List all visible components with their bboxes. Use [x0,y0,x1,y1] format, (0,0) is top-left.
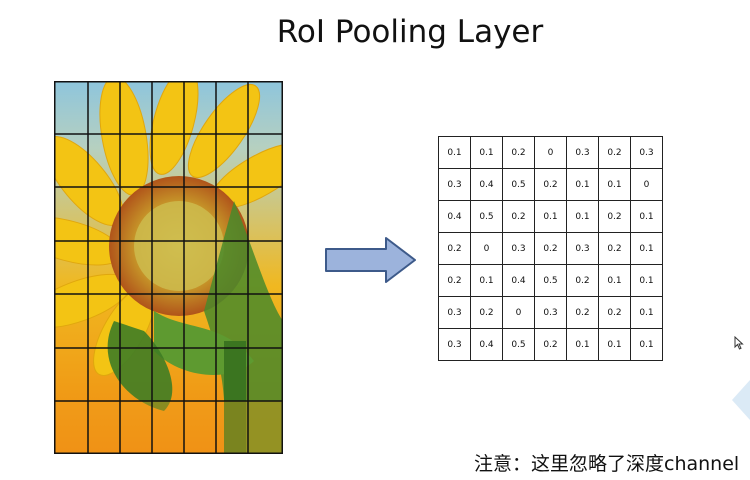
matrix-cell: 0.1 [470,136,503,169]
matrix-cell: 0.4 [470,168,503,201]
matrix-cell: 0.3 [438,168,471,201]
matrix-cell: 0.1 [598,168,631,201]
matrix-cell: 0 [534,136,567,169]
matrix-cell: 0.2 [566,264,599,297]
matrix-cell: 0.1 [630,328,663,361]
matrix-cell: 0.3 [438,296,471,329]
matrix-cell: 0.5 [470,200,503,233]
matrix-cell: 0.2 [598,232,631,265]
matrix-row: 0.2 0.1 0.4 0.5 0.2 0.1 0.1 [438,264,663,297]
matrix-cell: 0.1 [566,168,599,201]
sunflower-illustration [54,81,283,454]
matrix-cell: 0.3 [438,328,471,361]
matrix-cell: 0.1 [598,328,631,361]
matrix-cell: 0.1 [598,264,631,297]
matrix-cell: 0.2 [534,168,567,201]
matrix-cell: 0.4 [438,200,471,233]
matrix-cell: 0.5 [502,168,535,201]
matrix-cell: 0.1 [438,136,471,169]
matrix-cell: 0.1 [566,200,599,233]
matrix-cell: 0.1 [630,232,663,265]
matrix-cell: 0 [502,296,535,329]
matrix-row: 0.2 0 0.3 0.2 0.3 0.2 0.1 [438,232,663,265]
matrix-cell: 0.3 [502,232,535,265]
matrix-cell: 0.2 [534,328,567,361]
decorative-shape [724,370,750,434]
matrix-cell: 0.1 [566,328,599,361]
matrix-cell: 0.1 [630,264,663,297]
matrix-cell: 0.2 [534,232,567,265]
matrix-cell: 0.1 [630,200,663,233]
matrix-cell: 0.2 [566,296,599,329]
matrix-cell: 0.5 [534,264,567,297]
matrix-cell: 0.2 [598,136,631,169]
mouse-cursor-icon [734,335,744,354]
matrix-row: 0.3 0.2 0 0.3 0.2 0.2 0.1 [438,296,663,329]
matrix-cell: 0.1 [534,200,567,233]
matrix-cell: 0.2 [438,264,471,297]
matrix-cell: 0.2 [502,136,535,169]
matrix-cell: 0.3 [566,136,599,169]
matrix-row: 0.3 0.4 0.5 0.2 0.1 0.1 0.1 [438,328,663,361]
roi-grid [54,81,283,454]
matrix-cell: 0.1 [470,264,503,297]
matrix-cell: 0.3 [566,232,599,265]
matrix-row: 0.3 0.4 0.5 0.2 0.1 0.1 0 [438,168,663,201]
matrix-cell: 0.3 [630,136,663,169]
matrix-cell: 0.2 [438,232,471,265]
matrix-cell: 0.2 [470,296,503,329]
matrix-cell: 0.2 [502,200,535,233]
matrix-cell: 0.3 [534,296,567,329]
matrix-cell: 0.4 [470,328,503,361]
sunflower-image [54,81,283,454]
matrix-cell: 0 [630,168,663,201]
matrix-cell: 0 [470,232,503,265]
slide-title: RoI Pooling Layer [276,14,544,50]
matrix-row: 0.4 0.5 0.2 0.1 0.1 0.2 0.1 [438,200,663,233]
arrow-right-icon [324,236,418,288]
matrix-cell: 0.4 [502,264,535,297]
pooled-feature-matrix: 0.1 0.1 0.2 0 0.3 0.2 0.3 0.3 0.4 0.5 0.2 0.1 0.1 0 0.… [438,136,663,361]
matrix-cell: 0.5 [502,328,535,361]
matrix-cell: 0.2 [598,200,631,233]
note-text: 注意：这里忽略了深度channel [474,453,740,475]
matrix-cell: 0.2 [598,296,631,329]
matrix-row: 0.1 0.1 0.2 0 0.3 0.2 0.3 [438,136,663,169]
matrix-cell: 0.1 [630,296,663,329]
